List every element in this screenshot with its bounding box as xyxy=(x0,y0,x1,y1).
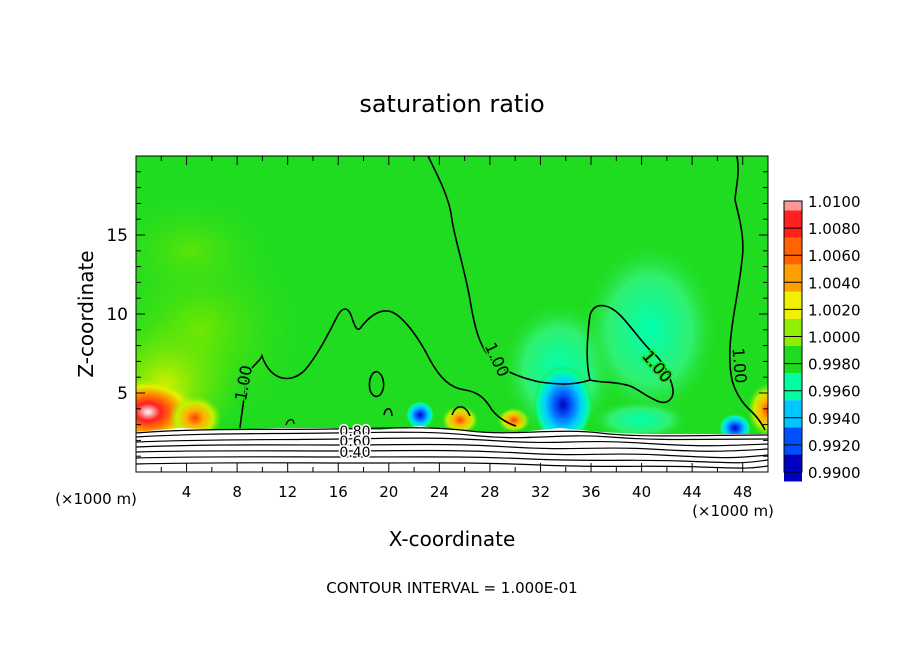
colorbar-label: 1.0040 xyxy=(808,274,861,292)
colorbar-swatch xyxy=(784,345,802,374)
y-tick-label: 5 xyxy=(117,384,128,404)
colorbar-label: 0.9940 xyxy=(808,410,861,428)
x-tick-label: 8 xyxy=(232,483,242,501)
contour-label: 1.00 xyxy=(728,347,750,384)
contour-label: 0.60 xyxy=(339,434,370,450)
field-lightgreen-upper xyxy=(136,190,280,310)
field-cyan-right xyxy=(580,240,720,420)
colorbar-swatch xyxy=(784,400,802,428)
x-tick-label: 16 xyxy=(329,483,348,501)
colorbar-label: 0.9900 xyxy=(808,464,861,482)
colorbar-swatch xyxy=(784,237,802,265)
colorbar-label: 1.0020 xyxy=(808,301,861,319)
x-tick-label: 48 xyxy=(733,483,752,501)
contour-label: 0.40 xyxy=(339,445,370,461)
field-blue-22 xyxy=(406,401,434,429)
x-tick-label: 24 xyxy=(430,483,449,501)
x-axis-label: X-coordinate xyxy=(389,527,516,551)
x-tick-label: 12 xyxy=(278,483,297,501)
x-tick-label: 20 xyxy=(379,483,398,501)
colorbar-label: 1.0080 xyxy=(808,220,861,238)
colorbar-swatch xyxy=(784,291,802,319)
x-axis: 4 8 12 16 20 24 28 32 36 40 44 48 xyxy=(160,156,752,501)
colorbar-swatch xyxy=(784,373,802,401)
plot-area xyxy=(136,156,768,472)
x-tick-label: 4 xyxy=(182,483,192,501)
colorbar-swatch xyxy=(784,454,802,482)
x-unit-right: (×1000 m) xyxy=(692,502,774,520)
y-tick-label: 10 xyxy=(106,305,128,325)
colorbar: 1.0100 1.0080 1.0060 1.0040 1.0020 1.0000 0.99… xyxy=(783,193,861,482)
field-cyan-40 xyxy=(590,400,690,440)
main-contours xyxy=(239,156,766,431)
contour-label: 0.80 xyxy=(339,424,370,440)
footer-contour-interval: CONTOUR INTERVAL = 1.000E-01 xyxy=(326,579,577,597)
colorbar-label: 1.0100 xyxy=(808,193,861,211)
field-blue-33 xyxy=(533,365,593,445)
colorbar-swatch xyxy=(784,318,802,346)
x-unit-left: (×1000 m) xyxy=(55,490,137,508)
y-axis-label: Z-coordinate xyxy=(74,250,98,377)
colorbar-label: 1.0000 xyxy=(808,329,861,347)
x-tick-label: 32 xyxy=(531,483,550,501)
colorbar-label: 0.9920 xyxy=(808,437,861,455)
colorbar-swatch xyxy=(784,201,802,211)
x-tick-label: 28 xyxy=(480,483,499,501)
colorbar-label: 0.9960 xyxy=(808,383,861,401)
colorbar-swatch xyxy=(784,427,802,455)
colorbar-label: 1.0060 xyxy=(808,247,861,265)
colorbar-swatch xyxy=(784,210,802,238)
x-tick-label: 44 xyxy=(683,483,702,501)
y-axis: 5 10 15 xyxy=(106,171,768,457)
x-tick-label: 40 xyxy=(632,483,651,501)
chart-title: saturation ratio xyxy=(359,90,544,118)
y-tick-label: 15 xyxy=(106,226,128,246)
low-contours xyxy=(136,427,768,469)
colorbar-label: 0.9980 xyxy=(808,356,861,374)
field-warm-right xyxy=(748,384,768,436)
colorbar-swatch xyxy=(784,264,802,292)
x-tick-label: 36 xyxy=(581,483,600,501)
